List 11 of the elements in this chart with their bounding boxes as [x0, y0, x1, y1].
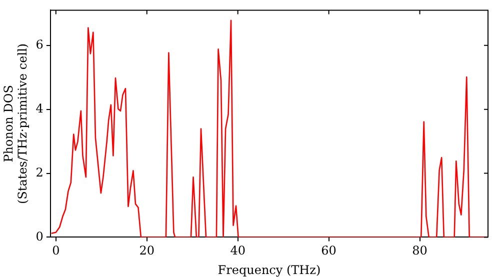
x-tick-label: 0 — [52, 244, 60, 258]
x-tick-label: 40 — [230, 244, 246, 258]
x-tick-label: 60 — [321, 244, 336, 258]
x-tick-label: 80 — [412, 244, 428, 258]
y-tick-label: 0 — [36, 229, 44, 244]
y-tick-label: 6 — [36, 37, 44, 52]
x-tick-label: 20 — [139, 244, 155, 258]
y-tick-label: 2 — [36, 165, 44, 180]
x-axis-title: Frequency (THz) — [218, 262, 321, 277]
y-tick-label: 4 — [36, 101, 44, 116]
y-axis-title: Phonon DOS (States/THz·primitive cell) — [1, 43, 30, 204]
